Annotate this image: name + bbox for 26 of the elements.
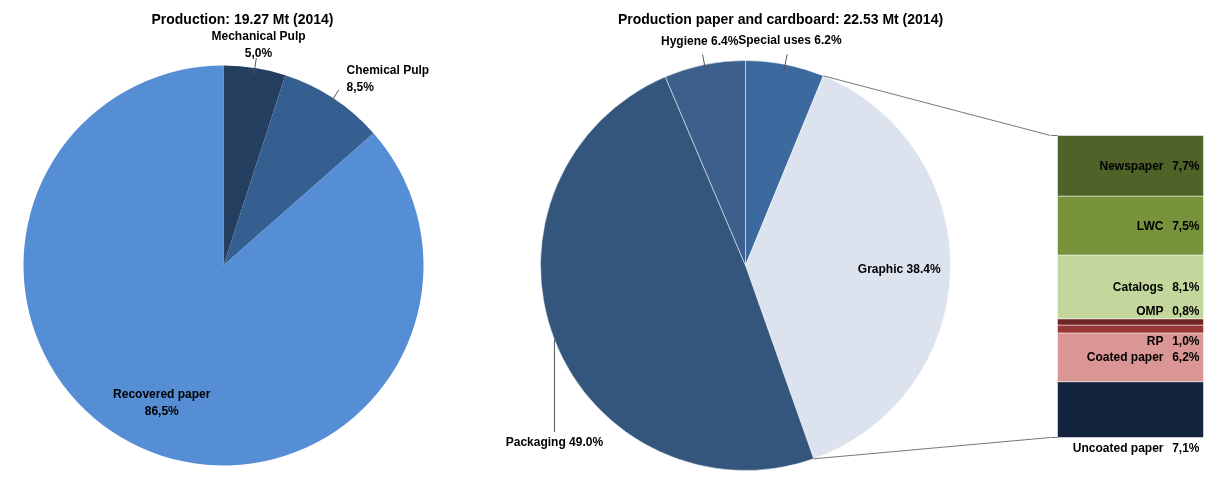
chart-title: Production: 19.27 Mt (2014): [151, 10, 334, 27]
series-label: Coated paper: [1086, 350, 1164, 365]
data-label: 8,5%: [346, 79, 375, 94]
slice-label: Hygiene 6.4%: [660, 33, 739, 48]
data-label: 86,5%: [144, 403, 180, 418]
data-label: 7,1%: [1172, 440, 1200, 455]
series-label: RP: [1146, 333, 1164, 348]
data-label: 1,0%: [1172, 333, 1200, 348]
data-label: 8,1%: [1172, 279, 1200, 294]
data-label: 6,2%: [1172, 350, 1200, 365]
data-label: 7,5%: [1172, 218, 1200, 233]
slice-label: Packaging 49.0%: [505, 435, 604, 450]
series-label: Newspaper: [1099, 158, 1164, 173]
series-label: OMP: [1136, 303, 1164, 318]
slice-label: Recovered paper: [113, 386, 211, 401]
slice-label: Mechanical Pulp: [211, 28, 306, 43]
series-label: Catalogs: [1112, 279, 1164, 294]
data-label: 5,0%: [244, 45, 273, 60]
chart-title: Production paper and cardboard: 22.53 Mt (2014): [617, 10, 944, 27]
slice-label: Graphic 38.4%: [857, 262, 941, 277]
data-label: 0,8%: [1172, 303, 1200, 318]
slice-label: Chemical Pulp: [346, 62, 430, 77]
series-label: LWC: [1136, 218, 1164, 233]
data-label: 7,7%: [1172, 158, 1200, 173]
slice-label: Special uses 6.2%: [738, 33, 842, 48]
series-label: Uncoated paper: [1072, 440, 1164, 455]
